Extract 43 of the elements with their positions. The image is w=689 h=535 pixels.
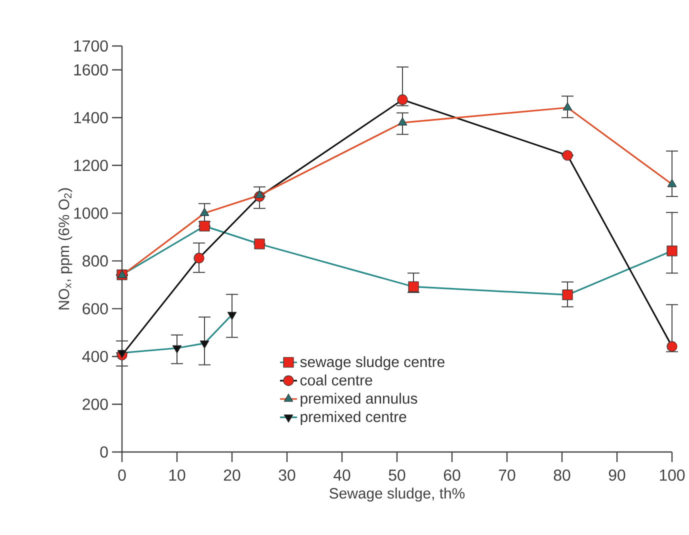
y-tick-label: 800 [82,255,108,267]
x-tick-label: 100 [660,470,685,481]
x-tick-label: 60 [444,470,460,481]
y-tick-label: 1700 [74,40,108,52]
legend-label: premixed centre [300,411,406,426]
y-tick-label: 1000 [74,208,108,219]
point [254,238,265,250]
y-tick-label: 1200 [74,160,108,172]
x-tick-label: 50 [388,470,406,481]
point [408,281,419,292]
y-tick-label: 0 [100,446,108,458]
point [254,190,264,198]
y-tick-label: 200 [82,398,108,410]
point [199,220,210,232]
x-tick-label: 0 [118,470,126,481]
point [562,102,572,110]
y-tick-label: 600 [82,303,108,314]
point [172,345,182,354]
point [562,290,573,300]
x-tick-label: 20 [224,470,240,481]
y-tick-label: 1400 [74,112,108,124]
point [227,312,237,320]
x-tick-label: 30 [278,470,296,481]
point [398,117,408,126]
point [667,178,677,188]
x-tick-label: 80 [554,470,570,481]
x-tick-label: 90 [608,470,626,481]
y-axis-title: NO$_{x}$, ppm (6% O$_{2}$) [58,188,72,310]
x-tick-label: 10 [169,470,186,481]
legend-label: coal centre [300,374,372,386]
point [200,340,210,349]
x-tick-label: 70 [498,470,516,481]
x-tick-label: 40 [333,470,350,481]
point [562,150,573,161]
point [194,252,204,264]
y-tick-label: 400 [82,350,108,362]
legend-label: premixed annulus [300,392,418,407]
y-tick-label: 1600 [74,64,108,76]
point [200,208,210,216]
point [666,246,678,256]
x-axis-title: Sewage sludge, th% [330,488,465,502]
point [666,341,678,352]
legend-label: sewage sludge centre [300,356,444,370]
